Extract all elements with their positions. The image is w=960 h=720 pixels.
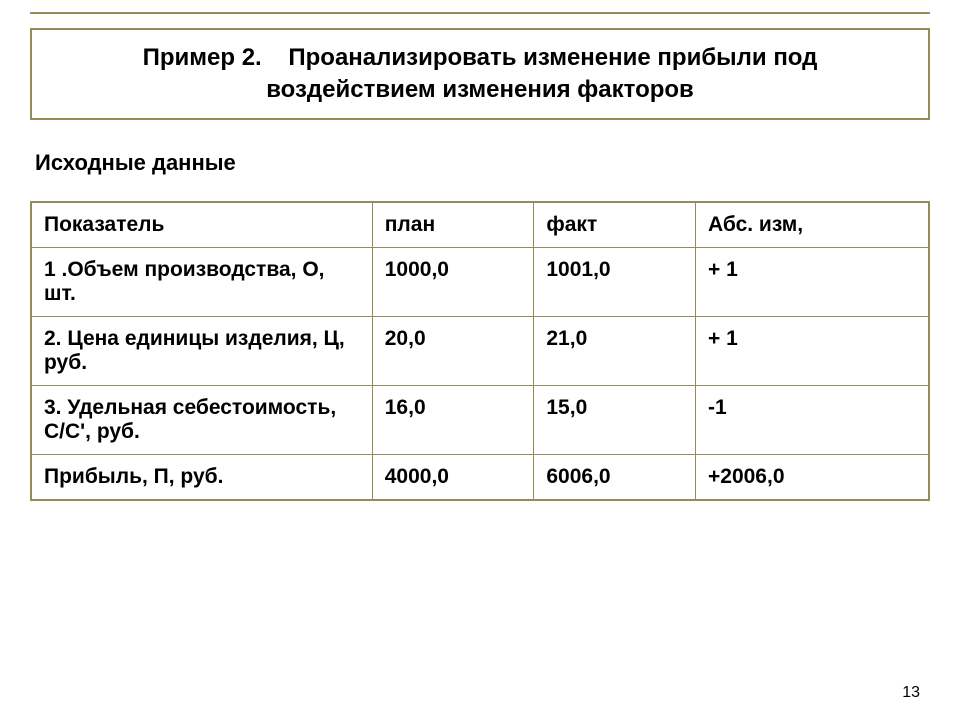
cell-plan: 16,0 — [372, 386, 534, 455]
col-header-indicator: Показатель — [31, 202, 372, 248]
cell-fact: 1001,0 — [534, 248, 696, 317]
cell-indicator: Прибыль, П, руб. — [31, 455, 372, 501]
cell-indicator: 3. Удельная себестоимость, С/С', руб. — [31, 386, 372, 455]
title-line1-text: Проанализировать изменение прибыли под — [288, 44, 817, 71]
title-line-2: воздействием изменения факторов — [52, 76, 908, 104]
col-header-fact: факт — [534, 202, 696, 248]
cell-abs: -1 — [696, 386, 930, 455]
table-row: 3. Удельная себестоимость, С/С', руб. 16… — [31, 386, 929, 455]
table-row: 1 .Объем производства, О, шт. 1000,0 100… — [31, 248, 929, 317]
cell-plan: 1000,0 — [372, 248, 534, 317]
cell-abs: + 1 — [696, 248, 930, 317]
col-header-plan: план — [372, 202, 534, 248]
cell-indicator: 2. Цена единицы изделия, Ц, руб. — [31, 317, 372, 386]
title-line-1: Пример 2. Проанализировать изменение при… — [52, 44, 908, 72]
table-row: Прибыль, П, руб. 4000,0 6006,0 +2006,0 — [31, 455, 929, 501]
cell-fact: 15,0 — [534, 386, 696, 455]
cell-plan: 4000,0 — [372, 455, 534, 501]
cell-abs: + 1 — [696, 317, 930, 386]
table-row: 2. Цена единицы изделия, Ц, руб. 20,0 21… — [31, 317, 929, 386]
cell-plan: 20,0 — [372, 317, 534, 386]
cell-abs: +2006,0 — [696, 455, 930, 501]
title-rest — [268, 44, 288, 71]
title-prefix: Пример 2. — [143, 44, 262, 71]
cell-indicator: 1 .Объем производства, О, шт. — [31, 248, 372, 317]
top-divider — [30, 12, 930, 14]
data-table: Показатель план факт Абс. изм, 1 .Объем … — [30, 201, 930, 501]
title-container: Пример 2. Проанализировать изменение при… — [30, 28, 930, 120]
col-header-abs: Абс. изм, — [696, 202, 930, 248]
subtitle: Исходные данные — [35, 150, 930, 176]
cell-fact: 6006,0 — [534, 455, 696, 501]
table-header-row: Показатель план факт Абс. изм, — [31, 202, 929, 248]
page-number: 13 — [902, 684, 920, 702]
cell-fact: 21,0 — [534, 317, 696, 386]
